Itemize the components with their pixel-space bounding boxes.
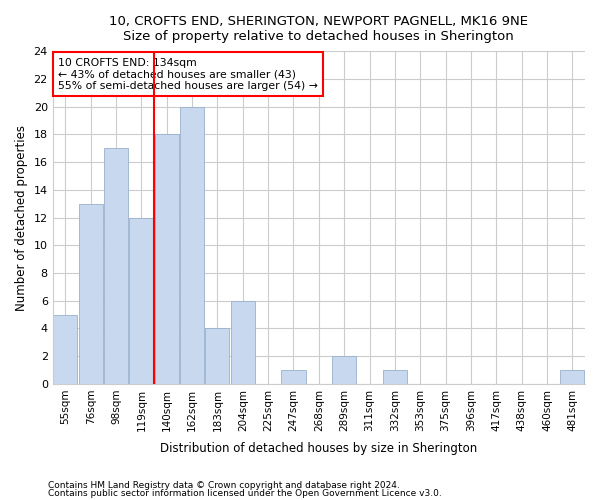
Text: Contains public sector information licensed under the Open Government Licence v3: Contains public sector information licen…: [48, 490, 442, 498]
Bar: [231, 300, 255, 384]
Bar: [130, 218, 154, 384]
Text: Contains HM Land Registry data © Crown copyright and database right 2024.: Contains HM Land Registry data © Crown c…: [48, 480, 400, 490]
X-axis label: Distribution of detached houses by size in Sherington: Distribution of detached houses by size …: [160, 442, 478, 455]
Bar: [281, 370, 305, 384]
Bar: [332, 356, 356, 384]
Bar: [180, 106, 204, 384]
Bar: [383, 370, 407, 384]
Bar: [205, 328, 229, 384]
Bar: [79, 204, 103, 384]
Y-axis label: Number of detached properties: Number of detached properties: [15, 124, 28, 310]
Bar: [104, 148, 128, 384]
Bar: [53, 314, 77, 384]
Title: 10, CROFTS END, SHERINGTON, NEWPORT PAGNELL, MK16 9NE
Size of property relative : 10, CROFTS END, SHERINGTON, NEWPORT PAGN…: [109, 15, 529, 43]
Bar: [155, 134, 179, 384]
Text: 10 CROFTS END: 134sqm
← 43% of detached houses are smaller (43)
55% of semi-deta: 10 CROFTS END: 134sqm ← 43% of detached …: [58, 58, 318, 91]
Bar: [560, 370, 584, 384]
